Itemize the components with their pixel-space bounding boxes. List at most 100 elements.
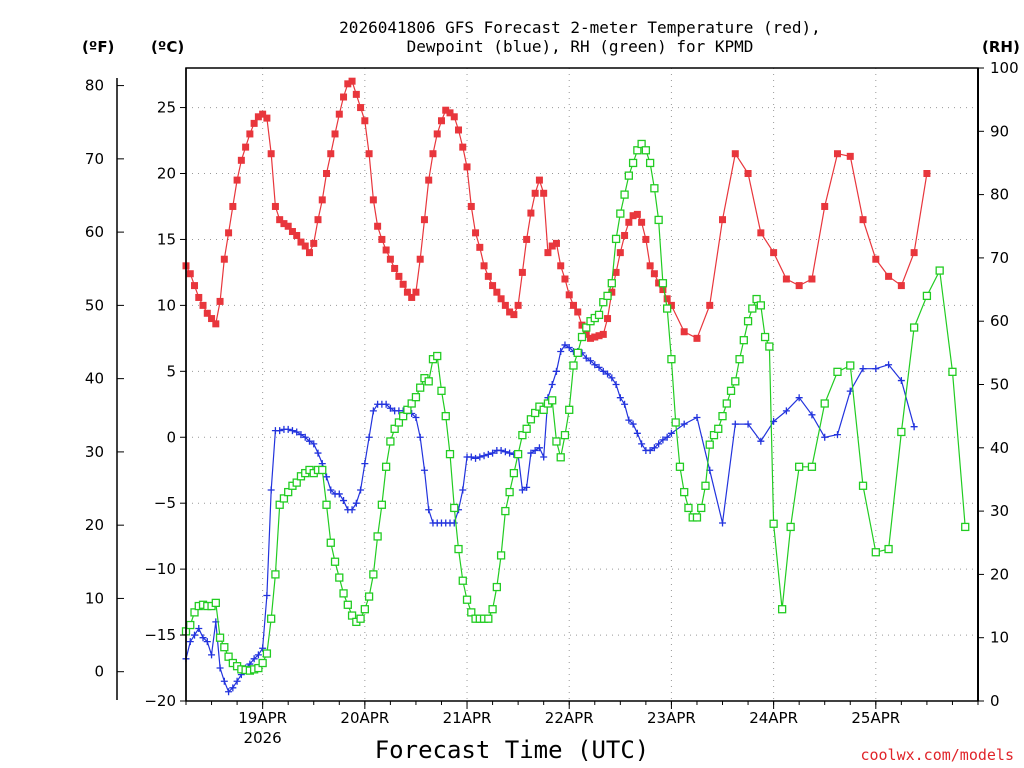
temperature-point bbox=[885, 272, 893, 280]
fahrenheit-tick-label: 0 bbox=[94, 663, 104, 681]
dewpoint-point bbox=[288, 427, 296, 435]
temperature-point bbox=[706, 301, 714, 309]
temperature-point bbox=[250, 119, 258, 127]
temperature-point bbox=[872, 255, 880, 263]
rh-point bbox=[416, 383, 425, 392]
temperature-point bbox=[770, 249, 778, 257]
rh-point bbox=[846, 361, 855, 370]
rh-point bbox=[948, 367, 957, 376]
rh-point bbox=[616, 209, 625, 218]
dewpoint-point bbox=[621, 400, 629, 408]
rh-point bbox=[663, 304, 672, 313]
fahrenheit-tick-label: 50 bbox=[85, 296, 104, 314]
dewpoint-point bbox=[795, 394, 803, 402]
rh-point bbox=[675, 462, 685, 471]
rh-point bbox=[399, 411, 408, 421]
rh-point bbox=[318, 465, 327, 475]
temperature-point bbox=[429, 150, 437, 158]
dewpoint-point bbox=[608, 374, 616, 382]
rh-point bbox=[641, 146, 651, 155]
rh-point bbox=[637, 139, 646, 149]
temperature-point bbox=[416, 255, 424, 263]
temperature-point bbox=[357, 104, 365, 112]
dewpoint-point bbox=[587, 357, 595, 365]
rh-point bbox=[326, 538, 335, 547]
dewpoint-point bbox=[459, 486, 467, 494]
rh-point bbox=[364, 592, 374, 601]
temperature-point bbox=[288, 228, 296, 236]
temperature-point bbox=[361, 117, 369, 125]
temperature-point bbox=[386, 255, 394, 263]
fahrenheit-tick-label: 70 bbox=[85, 150, 104, 168]
rh-point bbox=[820, 399, 829, 408]
rh-point bbox=[961, 522, 970, 532]
temperature-point bbox=[621, 231, 629, 239]
dewpoint-point bbox=[897, 377, 905, 385]
dewpoint-point bbox=[191, 631, 199, 639]
dewpoint-point bbox=[582, 354, 590, 362]
rh-point bbox=[441, 411, 450, 421]
dewpoint-point bbox=[497, 446, 505, 454]
rh-point bbox=[731, 377, 740, 386]
rh-point bbox=[509, 468, 519, 478]
dewpoint-point bbox=[301, 433, 309, 441]
temperature-point bbox=[378, 235, 386, 243]
celsius-tick-label: −15 bbox=[144, 626, 176, 644]
temperature-point bbox=[323, 170, 331, 177]
rh-point bbox=[658, 279, 668, 288]
temperature-point bbox=[646, 262, 654, 270]
dewpoint-point bbox=[633, 429, 641, 437]
temperature-point bbox=[467, 202, 475, 210]
rh-point bbox=[254, 663, 263, 673]
rh-point bbox=[607, 279, 616, 288]
x-tick-label: 23APR bbox=[647, 709, 696, 727]
temperature-point bbox=[655, 279, 663, 287]
temperature-point bbox=[518, 268, 526, 276]
temperature-point bbox=[437, 117, 445, 125]
rh-point bbox=[726, 386, 736, 395]
rh-point bbox=[539, 405, 548, 414]
rh-tick-label: 10 bbox=[990, 629, 1009, 647]
temperature-point bbox=[680, 328, 688, 336]
dewpoint-point bbox=[693, 413, 701, 421]
temperature-point bbox=[259, 110, 267, 118]
temperature-point bbox=[667, 301, 675, 309]
temperature-point bbox=[310, 239, 318, 247]
dewpoint-point bbox=[233, 677, 241, 685]
temperature-point bbox=[582, 330, 590, 338]
rh-point bbox=[935, 266, 944, 275]
temperature-point bbox=[608, 288, 616, 296]
rh-point bbox=[381, 462, 391, 471]
rh-point bbox=[709, 430, 719, 440]
dewpoint-point bbox=[821, 433, 829, 441]
rh-axis-label: (RH) bbox=[982, 38, 1020, 56]
temperature-point bbox=[731, 150, 739, 158]
dewpoint-point bbox=[208, 651, 216, 659]
dewpoint-point bbox=[561, 341, 569, 349]
dewpoint-point bbox=[680, 420, 688, 428]
rh-point bbox=[556, 453, 565, 462]
rh-point bbox=[488, 605, 497, 614]
temperature-point bbox=[408, 293, 416, 301]
temperature-point bbox=[195, 293, 203, 301]
temperature-point bbox=[535, 176, 543, 184]
celsius-axis-label: (ºC) bbox=[151, 38, 184, 56]
temperature-point bbox=[561, 275, 569, 283]
temperature-point bbox=[472, 229, 480, 237]
temperature-point bbox=[242, 143, 250, 151]
x-tick-label: 21APR bbox=[443, 709, 492, 727]
dewpoint-point bbox=[531, 446, 539, 454]
temperature-point bbox=[254, 113, 262, 121]
dewpoint-point bbox=[263, 592, 271, 599]
rh-point bbox=[437, 386, 446, 395]
dewpoint-point bbox=[557, 348, 565, 356]
temperature-point bbox=[493, 288, 501, 296]
x-tick-label: 24APR bbox=[749, 709, 798, 727]
temperature-point bbox=[344, 80, 352, 88]
rh-point bbox=[628, 158, 638, 168]
rh-tick-label: 70 bbox=[990, 249, 1009, 267]
dewpoint-point bbox=[254, 651, 262, 659]
rh-point bbox=[560, 430, 570, 440]
rh-point bbox=[565, 405, 574, 414]
